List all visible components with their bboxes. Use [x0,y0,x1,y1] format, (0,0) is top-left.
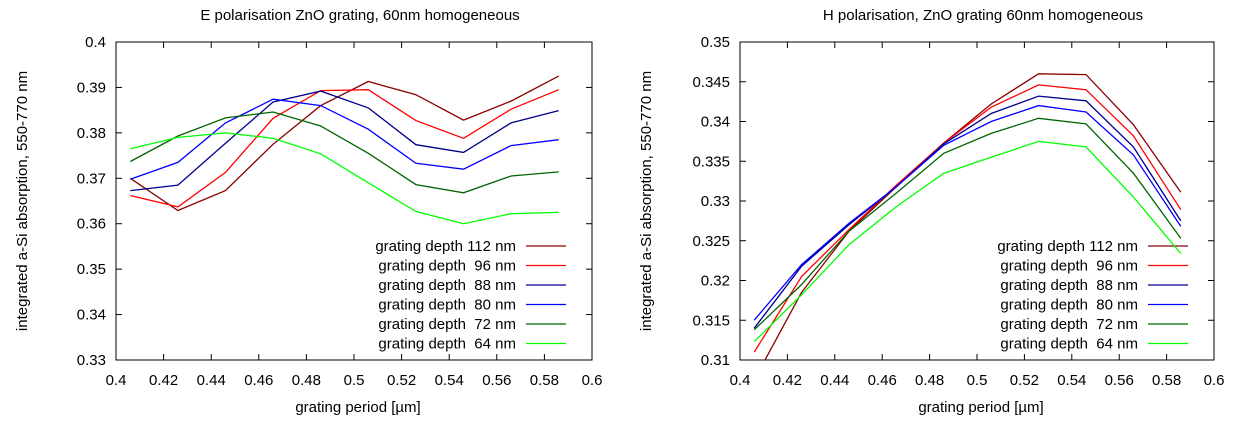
x-tick-label: 0.6 [582,372,603,389]
series-line-1-6 [130,132,559,225]
x-axis-label-1: grating period [µm] [295,399,420,416]
x-tick-label: 0.52 [1010,372,1039,389]
series-line-2-3 [753,95,1182,329]
x-tick-label: 0.56 [1105,372,1134,389]
legend-label: grating depth 72 nm [1000,316,1138,333]
series-line-2-4 [753,104,1182,321]
y-tick-label: 0.36 [77,216,106,233]
x-tick-label: 0.5 [344,372,365,389]
x-tick-label: 0.42 [149,372,178,389]
x-tick-label: 0.46 [244,372,273,389]
x-tick-label: 0.56 [482,372,511,389]
x-tick-label: 0.54 [435,372,464,389]
y-tick-label: 0.4 [85,34,106,51]
legend-label: grating depth 112 nm [375,238,516,255]
x-axis-label-2: grating period [µm] [918,399,1043,416]
series-line-2-5 [753,117,1182,331]
series-line-2-1 [764,73,1182,360]
y-tick-label: 0.38 [77,125,106,142]
x-tick-label: 0.4 [106,372,127,389]
chart-title-2: H polarisation, ZnO grating 60nm homogen… [823,7,1143,24]
series-line-2-2 [753,84,1182,353]
legend-label: grating depth 80 nm [378,297,516,314]
series-line-1-3 [130,90,559,192]
series-line-2-6 [753,140,1182,343]
y-axis-label-1: integrated a-Si absorption, 550-770 nm [14,71,31,331]
y-tick-label: 0.35 [77,261,106,278]
x-tick-label: 0.58 [530,372,559,389]
y-axis-label-2: integrated a-Si absorption, 550-770 nm [638,71,655,331]
x-tick-label: 0.48 [915,372,944,389]
y-tick-label: 0.33 [701,193,730,210]
x-tick-label: 0.46 [868,372,897,389]
x-tick-label: 0.6 [1204,372,1225,389]
y-tick-label: 0.35 [701,34,730,51]
y-tick-label: 0.325 [692,233,730,250]
chart-title-1: E polarisation ZnO grating, 60nm homogen… [200,7,519,24]
y-tick-label: 0.34 [701,114,730,131]
y-tick-label: 0.345 [692,74,730,91]
series-line-1-4 [130,98,559,180]
y-tick-label: 0.315 [692,312,730,329]
x-tick-label: 0.58 [1152,372,1181,389]
legend-label: grating depth 64 nm [1000,336,1138,353]
y-tick-label: 0.335 [692,153,730,170]
x-tick-label: 0.44 [197,372,226,389]
y-tick-label: 0.32 [701,273,730,290]
x-tick-label: 0.52 [387,372,416,389]
x-tick-label: 0.48 [292,372,321,389]
legend-label: grating depth 72 nm [378,316,516,333]
y-tick-label: 0.33 [77,352,106,369]
x-tick-label: 0.44 [820,372,849,389]
legend-label: grating depth 112 nm [997,238,1138,255]
series-line-1-5 [129,111,559,194]
plot-frame-2 [739,41,1215,361]
legend-label: grating depth 88 nm [1000,277,1138,294]
y-tick-label: 0.37 [77,170,106,187]
x-tick-label: 0.54 [1057,372,1086,389]
legend-label: grating depth 96 nm [1000,258,1138,275]
x-tick-label: 0.4 [730,372,751,389]
legend-label: grating depth 64 nm [378,336,516,353]
legend-label: grating depth 88 nm [378,277,516,294]
y-tick-label: 0.31 [701,352,730,369]
x-tick-label: 0.42 [773,372,802,389]
y-tick-label: 0.34 [77,307,106,324]
y-tick-label: 0.39 [77,79,106,96]
x-tick-label: 0.5 [967,372,988,389]
series-line-1-1 [129,75,560,212]
series-line-1-2 [130,89,559,208]
legend-label: grating depth 96 nm [378,258,516,275]
legend-label: grating depth 80 nm [1000,297,1138,314]
